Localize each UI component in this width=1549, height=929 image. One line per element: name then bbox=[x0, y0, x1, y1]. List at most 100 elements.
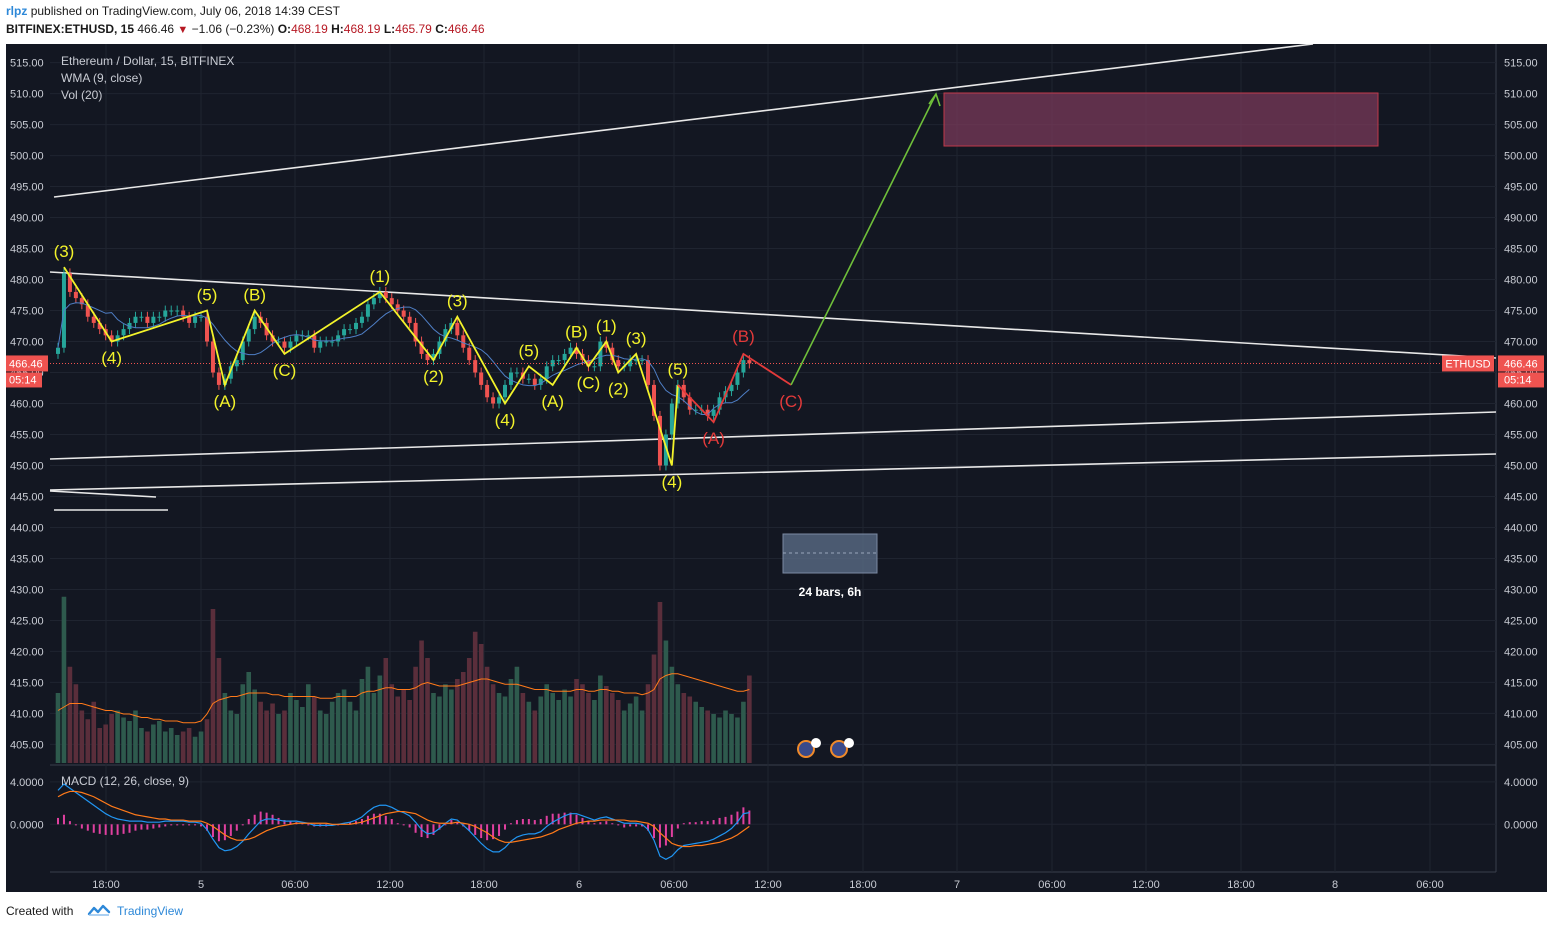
open-label: O: bbox=[277, 22, 292, 36]
volume-bar bbox=[198, 731, 204, 763]
macd-histogram-bar bbox=[200, 824, 203, 827]
candle-body bbox=[193, 316, 198, 323]
candle-body bbox=[109, 335, 114, 342]
macd-histogram-bar bbox=[527, 819, 530, 825]
price-tick-right: 505.00 bbox=[1504, 120, 1538, 132]
wave-label: (B) bbox=[243, 286, 266, 305]
price-tick-right: 495.00 bbox=[1504, 182, 1538, 194]
macd-histogram-bar bbox=[575, 814, 578, 825]
macd-line bbox=[57, 783, 750, 860]
wave-label: (2) bbox=[423, 367, 444, 386]
volume-bar bbox=[288, 693, 293, 763]
countdown-badge-right-label: 05:14 bbox=[1504, 374, 1532, 386]
publish-text: published on TradingView.com, July 06, 2… bbox=[30, 4, 340, 18]
candle-body bbox=[205, 316, 209, 342]
volume-bar bbox=[544, 684, 550, 763]
volume-bar bbox=[306, 684, 311, 763]
price-tick-right: 415.00 bbox=[1504, 677, 1538, 689]
macd-histogram-bar bbox=[623, 824, 626, 828]
author-link[interactable]: rlpz bbox=[6, 4, 28, 18]
legend-wma[interactable]: WMA (9, close) bbox=[61, 71, 143, 85]
volume-bar bbox=[67, 666, 73, 763]
volume-bar bbox=[204, 719, 210, 763]
candle-body bbox=[79, 298, 84, 305]
volume-bar bbox=[276, 714, 281, 763]
macd-histogram-bar bbox=[694, 822, 697, 825]
tradingview-link[interactable]: TradingView bbox=[117, 904, 184, 918]
trendline bbox=[49, 490, 157, 498]
candle-body bbox=[431, 353, 436, 361]
volume-bar bbox=[109, 714, 114, 763]
candle-body bbox=[640, 360, 645, 362]
wave-label: (4) bbox=[495, 411, 516, 430]
candle-body bbox=[526, 378, 531, 380]
price-tick-right: 500.00 bbox=[1504, 151, 1538, 163]
volume-bar bbox=[311, 696, 317, 763]
price-tick-right: 480.00 bbox=[1504, 275, 1538, 287]
macd-histogram-bar bbox=[68, 821, 71, 825]
candle-body bbox=[91, 316, 96, 323]
macd-histogram-bar bbox=[504, 824, 506, 830]
candle-body bbox=[228, 366, 233, 379]
candle-body bbox=[544, 366, 549, 379]
volume-bar bbox=[741, 701, 746, 763]
macd-histogram-bar bbox=[372, 813, 375, 825]
volume-bar bbox=[615, 700, 621, 763]
high-value: 468.19 bbox=[343, 22, 381, 36]
volume-bar bbox=[55, 693, 61, 763]
macd-histogram-bar bbox=[146, 824, 149, 830]
volume-bar bbox=[460, 672, 466, 763]
candle-body bbox=[240, 341, 245, 361]
legend-volume[interactable]: Vol (20) bbox=[61, 88, 103, 102]
volume-bar bbox=[723, 710, 728, 763]
volume-bar bbox=[514, 666, 520, 763]
chart-legend: Ethereum / Dollar, 15, BITFINEX WMA (9, … bbox=[61, 53, 234, 104]
volume-bar bbox=[79, 710, 85, 763]
time-tick: 06:00 bbox=[281, 879, 309, 891]
volume-bar bbox=[258, 701, 263, 763]
macd-histogram-bar bbox=[74, 824, 77, 826]
wave-label: (5) bbox=[667, 360, 688, 379]
projection-arrowhead bbox=[928, 92, 941, 107]
macd-histogram-bar bbox=[253, 814, 256, 825]
volume-bar bbox=[133, 710, 138, 763]
candle-body bbox=[246, 329, 251, 342]
price-tick-left: 490.00 bbox=[10, 213, 44, 225]
time-tick: 5 bbox=[198, 879, 204, 891]
candle-body bbox=[562, 353, 567, 361]
candle-body bbox=[586, 360, 591, 367]
macd-histogram-bar bbox=[176, 824, 179, 826]
candle-body bbox=[145, 316, 150, 323]
symbol-price-tag bbox=[1442, 355, 1494, 372]
macd-histogram-bar bbox=[730, 814, 733, 825]
candle-body bbox=[657, 415, 662, 466]
macd-histogram-bar bbox=[444, 824, 447, 826]
price-tick-left: 450.00 bbox=[10, 460, 44, 472]
price-chart[interactable]: 515.00 515.00 510.00 510.00 505.00 505.00 500.… bbox=[6, 44, 1547, 892]
volume-bar bbox=[228, 710, 234, 763]
volume-bar bbox=[466, 658, 472, 763]
macd-histogram-bar bbox=[408, 824, 411, 828]
legend-title[interactable]: Ethereum / Dollar, 15, BITFINEX bbox=[61, 54, 235, 68]
candle-body bbox=[628, 360, 633, 367]
volume-bar bbox=[472, 631, 478, 763]
price-tick-right: 430.00 bbox=[1504, 584, 1538, 596]
candle-body bbox=[652, 384, 656, 416]
volume-bar bbox=[145, 731, 150, 763]
macd-histogram-bar bbox=[599, 822, 602, 825]
volume-bar bbox=[264, 710, 269, 763]
candle-body bbox=[359, 316, 364, 323]
macd-histogram-bar bbox=[670, 824, 673, 838]
macd-histogram-bar bbox=[468, 824, 471, 831]
macd-histogram-bar bbox=[545, 815, 548, 825]
date-range-label: 24 bars, 6h bbox=[799, 585, 862, 599]
volume-bar bbox=[621, 710, 627, 763]
price-tick-left: 475.00 bbox=[10, 306, 44, 318]
candle-body bbox=[288, 341, 293, 348]
macd-histogram-bar bbox=[349, 822, 352, 825]
price-tick-left: 425.00 bbox=[10, 615, 44, 627]
volume-bar bbox=[568, 696, 573, 763]
volume-bar bbox=[371, 693, 377, 763]
candle-body bbox=[371, 298, 376, 305]
legend-macd[interactable]: MACD (12, 26, close, 9) bbox=[61, 774, 190, 788]
